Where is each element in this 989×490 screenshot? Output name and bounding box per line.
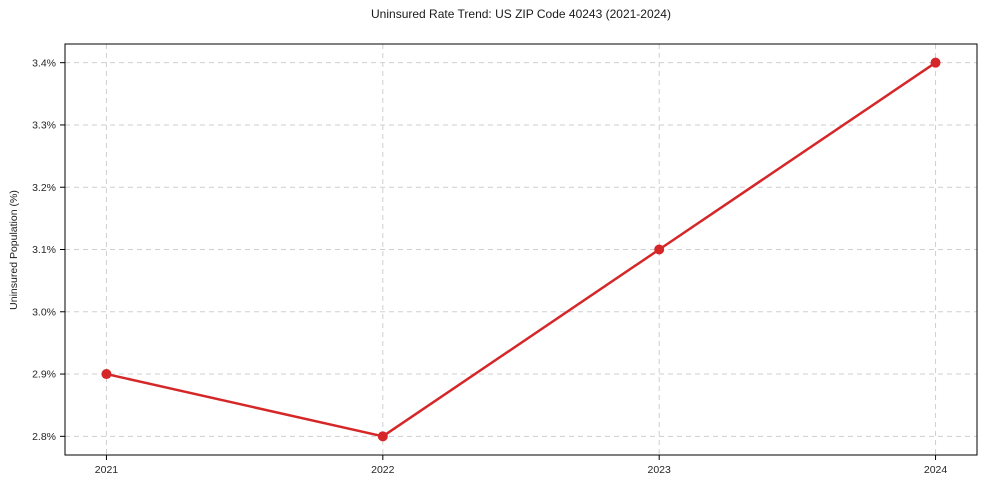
y-tick-label: 3.3% bbox=[32, 120, 56, 132]
x-tick-label: 2023 bbox=[648, 464, 672, 476]
data-point-marker bbox=[654, 244, 665, 255]
data-point-marker bbox=[101, 369, 112, 380]
x-tick-label: 2022 bbox=[371, 464, 395, 476]
chart-title: Uninsured Rate Trend: US ZIP Code 40243 … bbox=[371, 7, 671, 21]
x-tick-label: 2024 bbox=[924, 464, 948, 476]
x-tick-label: 2021 bbox=[95, 464, 119, 476]
y-tick-label: 3.4% bbox=[32, 57, 56, 69]
data-point-marker bbox=[930, 57, 941, 68]
y-tick-label: 2.8% bbox=[32, 431, 56, 443]
y-tick-label: 3.0% bbox=[32, 306, 56, 318]
y-tick-label: 2.9% bbox=[32, 369, 56, 381]
y-tick-label: 3.1% bbox=[32, 244, 56, 256]
data-point-marker bbox=[377, 431, 388, 442]
y-tick-label: 3.2% bbox=[32, 182, 56, 194]
trend-line bbox=[105, 61, 937, 438]
